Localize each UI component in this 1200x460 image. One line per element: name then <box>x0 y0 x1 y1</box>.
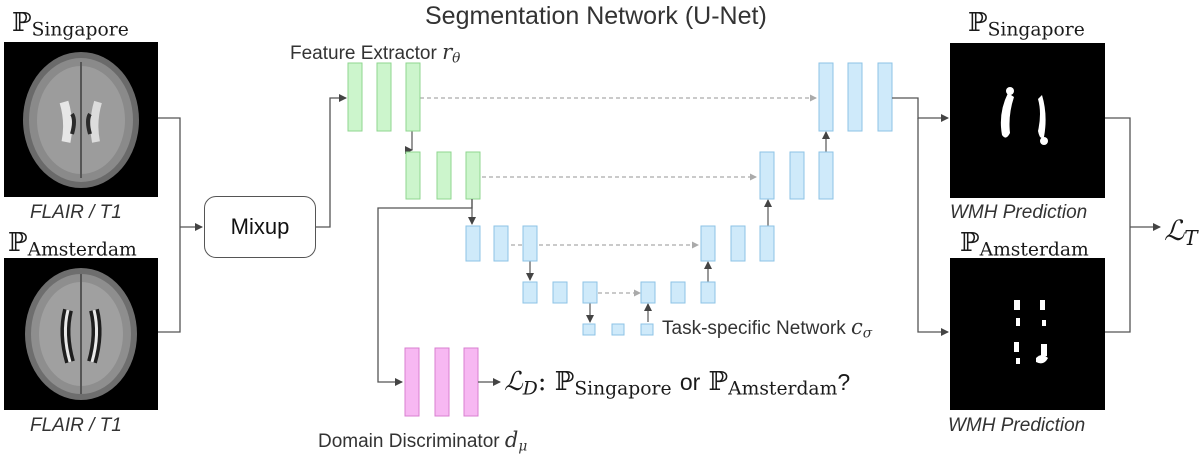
encoder-block <box>436 151 452 200</box>
encoder-blocks <box>347 62 481 200</box>
encoder-block <box>376 62 392 132</box>
skip-connections <box>420 94 817 297</box>
mixup-label: Mixup <box>230 214 290 239</box>
input-bottom-caption: FLAIR / T1 <box>30 415 122 436</box>
decoder-block <box>818 62 834 132</box>
decoder-block <box>759 151 775 200</box>
decoder-block <box>582 323 596 336</box>
output-bottom-domain-label: ℙAmsterdam <box>960 228 1089 261</box>
input-image-singapore <box>4 42 158 197</box>
encoder-block <box>465 151 481 200</box>
feature-extractor-label: Feature Extractor rθ <box>290 40 461 67</box>
task-network-label: Task-specific Network cσ <box>662 315 873 342</box>
segmentation-mask-icon <box>1000 87 1048 145</box>
input-image-amsterdam <box>4 258 158 410</box>
decoder-block <box>493 225 509 262</box>
output-bottom-caption: WMH Prediction <box>948 415 1086 436</box>
input-top-domain-label: ℙSingapore <box>12 8 129 41</box>
decoder-block <box>759 225 775 262</box>
decoder-block <box>670 281 686 304</box>
output-connector <box>892 97 949 336</box>
decoder-block <box>877 62 893 132</box>
decoder-block <box>582 281 598 304</box>
discriminator-label: Domain Discriminator dμ <box>318 428 528 455</box>
mixup-box: Mixup <box>204 196 316 258</box>
diagram-title: Segmentation Network (U-Net) <box>425 2 767 30</box>
decoder-block <box>611 323 625 336</box>
output-top-caption: WMH Prediction <box>950 202 1088 223</box>
output-image-singapore <box>950 43 1105 198</box>
discriminator-blocks <box>404 347 479 417</box>
encoder-block <box>405 151 421 200</box>
decoder-blocks <box>465 62 893 336</box>
task-loss-connector <box>1105 117 1161 333</box>
decoder-block <box>789 151 805 200</box>
output-top-domain-label: ℙSingapore <box>968 8 1085 41</box>
decoder-block <box>700 225 716 262</box>
decoder-block <box>522 225 538 262</box>
input-top-caption: FLAIR / T1 <box>30 202 122 223</box>
output-image-amsterdam <box>950 258 1105 410</box>
encoder-block <box>405 62 421 132</box>
decoder-block <box>552 281 568 304</box>
input-connector <box>158 117 203 333</box>
decoder-block <box>700 281 716 304</box>
mixup-to-encoder-arrow <box>316 94 347 228</box>
discriminator-block <box>404 347 420 417</box>
decoder-block <box>640 323 654 336</box>
decoder-block <box>818 151 834 200</box>
brain-scan-icon <box>25 268 137 400</box>
domain-loss-label: ℒD: ℙSingapore or ℙAmsterdam? <box>504 367 851 400</box>
input-bottom-domain-label: ℙAmsterdam <box>8 228 137 261</box>
decoder-block <box>465 225 481 262</box>
decoder-block <box>847 62 863 132</box>
discriminator-block <box>434 347 450 417</box>
encoder-to-discriminator-arrow <box>377 199 473 386</box>
discriminator-block <box>463 347 479 417</box>
segmentation-mask-icon <box>1014 300 1048 364</box>
decoder-block <box>640 281 656 304</box>
encoder-block <box>347 62 363 132</box>
task-loss-label: ℒT <box>1164 214 1198 251</box>
brain-scan-icon <box>23 52 139 188</box>
decoder-block <box>730 225 746 262</box>
decoder-block <box>522 281 538 304</box>
